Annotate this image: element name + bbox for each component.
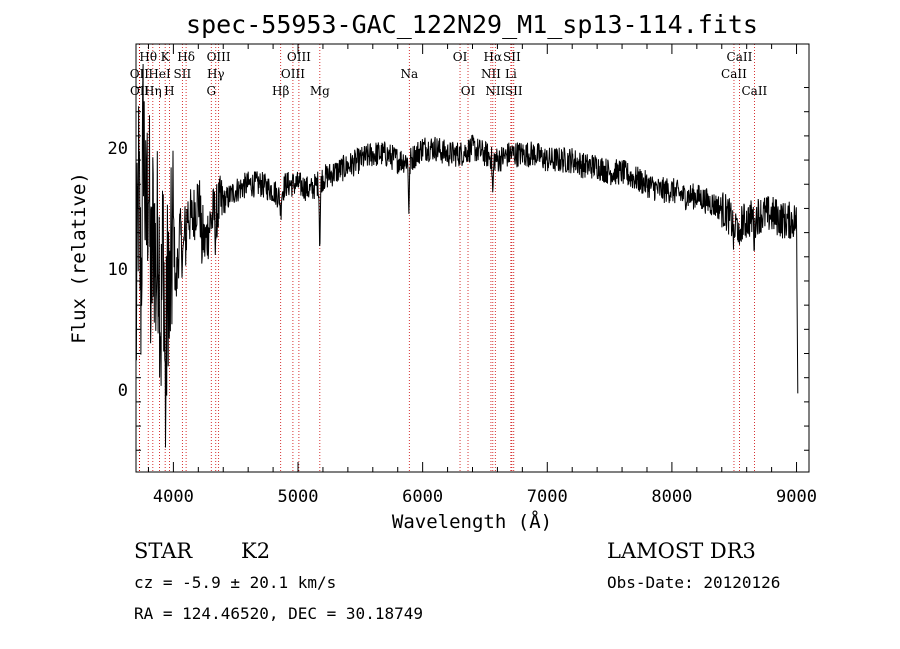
spectral-line-label: H (164, 84, 174, 98)
spectral-line-label: Hβ (272, 84, 289, 98)
x-tick-label: 9000 (776, 487, 817, 507)
x-tick-label: 6000 (402, 487, 443, 507)
spectral-line-label: Hδ (177, 50, 195, 64)
chart-title: spec-55953-GAC_122N29_M1_sp13-114.fits (186, 10, 758, 39)
spectral-line-label: SII (503, 50, 521, 64)
spectral-line-label: Hθ (139, 50, 157, 64)
coordinates: RA = 124.46520, DEC = 30.18749 (134, 604, 423, 623)
redshift-info: cz = -5.9 ± 20.1 km/s (134, 573, 336, 592)
object-subclass: K2 (241, 539, 270, 563)
spectral-line-markers (138, 44, 755, 472)
spectral-line-label: G (206, 84, 216, 98)
observation-date: Obs-Date: 20120126 (607, 573, 780, 592)
spectral-line-label: OIII (207, 50, 231, 64)
spectrum-layer (135, 63, 799, 448)
y-tick-label: 10 (108, 260, 128, 280)
survey-name: LAMOST DR3 (607, 539, 756, 563)
spectral-line-label: Li (505, 67, 517, 81)
y-tick-label: 0 (118, 381, 128, 401)
spectral-line-label: Na (400, 67, 418, 81)
spectral-line-label: Hη (144, 84, 162, 98)
x-tick-label: 5000 (278, 487, 319, 507)
spectral-line-label: OII (130, 67, 150, 81)
spectral-line-label: OI (453, 50, 468, 64)
spectral-line-label: K (161, 50, 171, 64)
spectral-line-label: OII (130, 84, 150, 98)
spectrum-series-line (135, 63, 799, 448)
spectral-line-label: HeI (148, 67, 171, 81)
x-tick-label: 7000 (527, 487, 568, 507)
spectral-line-label: OIII (287, 50, 311, 64)
spectral-line-label: NII (485, 84, 505, 98)
spectral-line-labels: OIIOIIHθHηHeIKHSIIHδGHγOIIIHβOIIIOIIIMgN… (130, 50, 768, 98)
y-axis-ticks: 0 10 20 (108, 87, 809, 451)
plot-frame (135, 43, 810, 473)
spectral-line-label: OI (461, 84, 476, 98)
x-tick-label: 4000 (153, 487, 194, 507)
object-class: STAR (134, 539, 193, 563)
x-axis-ticks: 4000 5000 6000 7000 8000 9000 (147, 44, 817, 507)
x-axis-label: Wavelength (Å) (392, 510, 552, 533)
spectral-line-label: CaII (721, 67, 747, 81)
y-axis-label: Flux (relative) (68, 172, 90, 344)
spectral-line-label: SII (505, 84, 523, 98)
spectral-line-label: SII (174, 67, 192, 81)
spectral-line-label: Hγ (207, 67, 225, 81)
spectral-line-label: NII (481, 67, 501, 81)
spectral-line-label: CaII (727, 50, 753, 64)
spectral-line-label: Mg (310, 84, 330, 98)
spectral-line-label: CaII (741, 84, 767, 98)
y-tick-label: 20 (108, 139, 128, 159)
spectral-line-label: OIII (281, 67, 305, 81)
spectral-line-label: Hα (484, 50, 503, 64)
x-tick-label: 8000 (651, 487, 692, 507)
